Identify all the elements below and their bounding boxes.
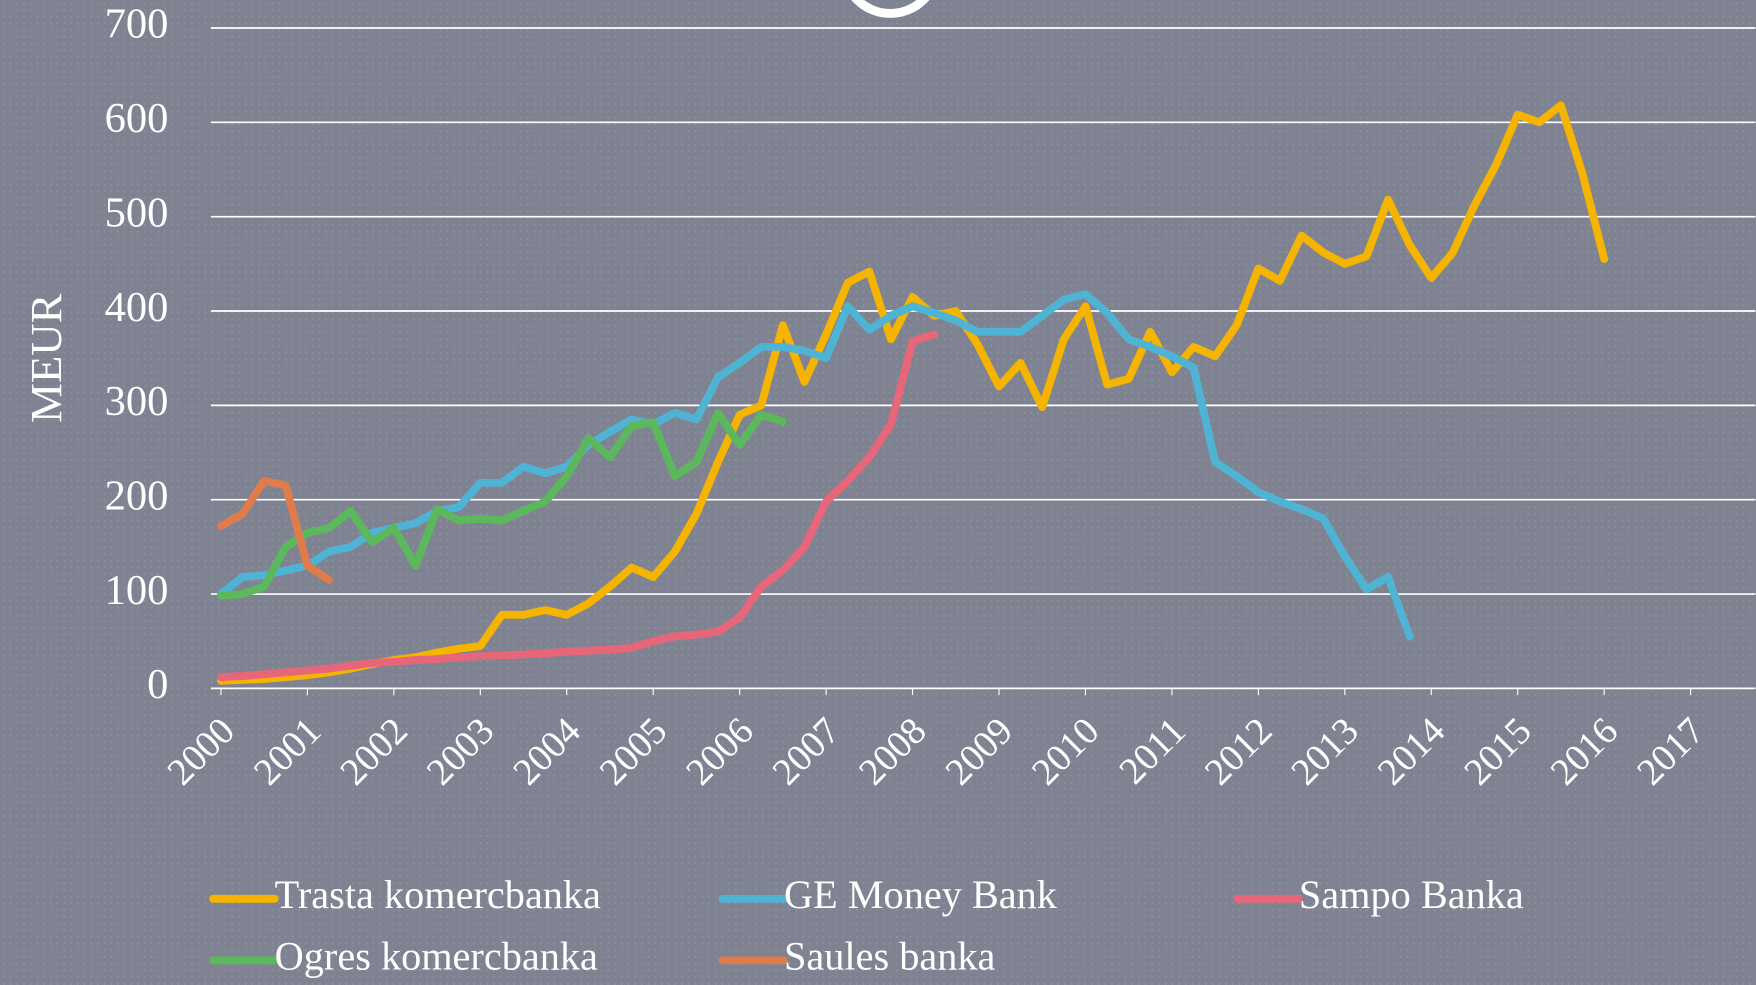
series-line [217,330,939,681]
legend-label: GE Money Bank [784,872,1058,917]
series-line [217,101,1609,685]
series-line [217,290,1414,641]
y-tick-label: 200 [105,472,169,519]
legend-label: Sampo Banka [1299,872,1524,917]
legend-label: Saules banka [784,934,996,979]
legend-label: Ogres komercbanka [275,934,598,979]
y-tick-label: 600 [105,95,169,142]
y-tick-label: 300 [105,378,169,425]
y-axis-label: MEUR [21,293,71,422]
legend-label: Trasta komercbanka [275,872,601,917]
y-tick-label: 500 [105,189,169,236]
series-line [217,408,787,600]
y-tick-label: 400 [105,284,169,331]
series-line [217,476,333,584]
y-tick-label: 700 [105,1,169,48]
y-tick-label: 100 [105,567,169,614]
decoration [851,0,930,18]
y-tick-label: 0 [147,661,168,708]
